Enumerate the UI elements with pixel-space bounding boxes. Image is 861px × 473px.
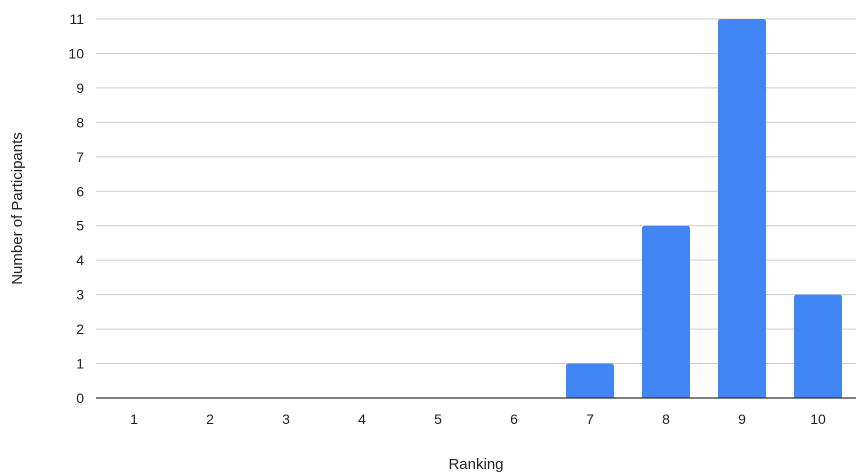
y-tick-label: 1 xyxy=(76,356,84,372)
y-tick-label: 9 xyxy=(76,80,84,96)
x-tick-label: 6 xyxy=(510,411,518,427)
y-tick-label: 2 xyxy=(76,321,84,337)
x-tick-label: 8 xyxy=(662,411,670,427)
x-tick-label: 2 xyxy=(206,411,214,427)
y-tick-labels: 0 1 2 3 4 5 6 7 8 9 10 11 xyxy=(68,11,84,406)
x-tick-label: 10 xyxy=(810,411,826,427)
y-tick-label: 5 xyxy=(76,218,84,234)
y-tick-label: 10 xyxy=(68,45,84,61)
bar-7 xyxy=(566,363,614,398)
x-tick-label: 4 xyxy=(358,411,366,427)
y-tick-label: 6 xyxy=(76,183,84,199)
x-axis-title: Ranking xyxy=(448,456,503,473)
x-tick-label: 9 xyxy=(738,411,746,427)
y-tick-label: 7 xyxy=(76,149,84,165)
bars xyxy=(566,19,842,398)
x-tick-label: 3 xyxy=(282,411,290,427)
bar-8 xyxy=(642,225,690,398)
x-tick-label: 7 xyxy=(586,411,594,427)
y-tick-label: 4 xyxy=(76,252,84,268)
bar-10 xyxy=(794,294,842,398)
y-tick-label: 0 xyxy=(76,390,84,406)
x-tick-labels: 1 2 3 4 5 6 7 8 9 10 xyxy=(130,411,826,427)
x-tick-label: 5 xyxy=(434,411,442,427)
y-tick-label: 8 xyxy=(76,114,84,130)
x-tick-label: 1 xyxy=(130,411,138,427)
bar-9 xyxy=(718,19,766,398)
y-tick-label: 3 xyxy=(76,287,84,303)
y-axis-title: Number of Participants xyxy=(9,132,26,285)
y-tick-label: 11 xyxy=(69,11,84,27)
